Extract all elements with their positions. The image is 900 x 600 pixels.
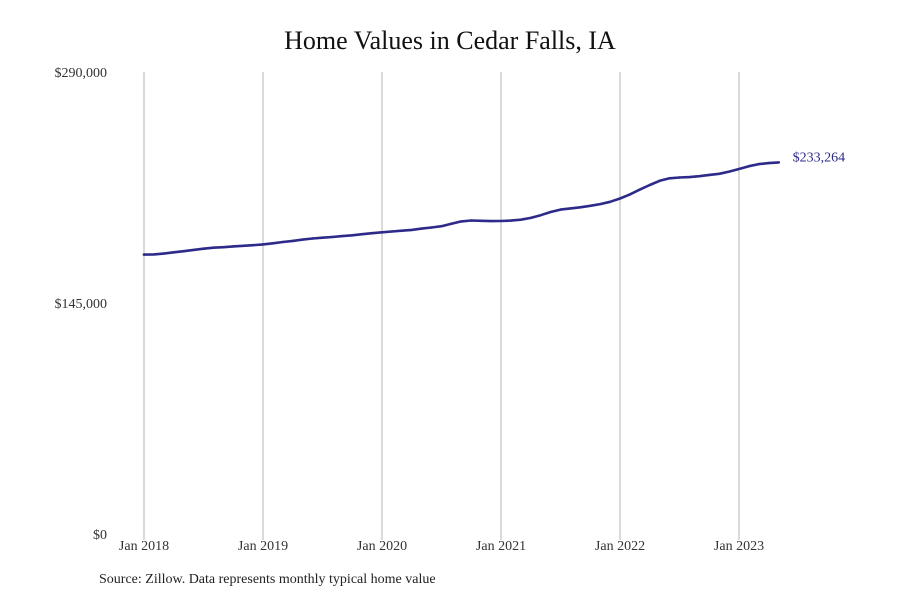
x-tick-label: Jan 2018 — [119, 539, 169, 554]
x-tick-label: Jan 2022 — [595, 539, 645, 554]
data-point — [589, 204, 592, 207]
data-point — [321, 236, 324, 239]
series-line — [142, 161, 780, 256]
data-point — [569, 207, 572, 210]
x-tick-label: Jan 2021 — [476, 539, 526, 554]
data-point — [559, 208, 562, 211]
data-point — [142, 253, 146, 256]
end-value-label-group: $233,264 — [793, 150, 846, 165]
data-point — [499, 219, 503, 223]
data-point — [599, 202, 602, 206]
data-point — [281, 240, 284, 244]
data-point — [519, 218, 522, 221]
chart-title: Home Values in Cedar Falls, IA — [284, 26, 616, 55]
data-point — [708, 173, 711, 177]
data-point — [668, 177, 671, 180]
data-point — [232, 245, 235, 248]
x-tick-label: Jan 2020 — [357, 539, 407, 554]
data-point — [400, 229, 403, 232]
data-point — [222, 246, 225, 249]
data-point — [311, 237, 314, 240]
data-point — [251, 244, 255, 247]
y-tick-label: $145,000 — [55, 297, 108, 312]
data-point — [470, 219, 473, 222]
data-point — [509, 219, 513, 222]
data-point — [351, 234, 354, 237]
data-point — [489, 219, 493, 223]
data-point — [737, 167, 741, 171]
data-point — [370, 232, 374, 235]
data-point — [271, 242, 275, 245]
data-point — [608, 200, 612, 203]
data-point — [678, 176, 681, 179]
data-point — [212, 246, 215, 249]
data-point — [291, 239, 294, 243]
data-point — [747, 165, 751, 168]
data-point — [440, 225, 443, 228]
data-point — [202, 247, 205, 250]
x-axis-tick-labels: Jan 2018 Jan 2019 Jan 2020 Jan 2021 Jan 2022… — [119, 539, 764, 554]
data-point — [242, 244, 245, 247]
data-point — [182, 250, 185, 253]
data-point — [638, 188, 641, 191]
end-value-label: $233,264 — [793, 150, 846, 165]
data-point — [361, 233, 364, 236]
data-point — [529, 216, 532, 220]
data-point — [688, 175, 691, 179]
data-point — [331, 235, 334, 239]
data-point — [618, 197, 622, 200]
data-point — [718, 172, 721, 175]
data-point — [658, 179, 661, 182]
data-point — [410, 228, 413, 232]
data-point — [777, 161, 780, 164]
data-point — [460, 220, 463, 223]
data-point — [420, 227, 423, 230]
data-point — [380, 231, 384, 234]
data-point — [390, 230, 394, 233]
x-tick-label: Jan 2023 — [714, 539, 764, 554]
data-point — [301, 238, 304, 241]
data-point — [152, 253, 156, 256]
y-tick-label: $290,000 — [55, 66, 108, 81]
data-point — [341, 234, 344, 238]
data-point — [450, 222, 453, 225]
data-point — [648, 183, 651, 187]
source-note: Source: Zillow. Data represents monthly … — [99, 572, 436, 587]
y-tick-label: $0 — [93, 528, 107, 543]
data-point — [727, 170, 731, 173]
data-point — [698, 175, 701, 178]
x-tick-label: Jan 2019 — [238, 539, 288, 554]
data-point — [767, 161, 770, 165]
data-point — [539, 214, 542, 217]
data-point — [757, 162, 760, 166]
grid-lines — [143, 72, 740, 540]
data-point — [579, 206, 582, 209]
data-point — [261, 243, 265, 246]
data-point — [430, 226, 433, 229]
y-axis-tick-labels: $0 $145,000 $290,000 — [55, 66, 108, 543]
data-points — [142, 161, 780, 256]
data-point — [549, 210, 552, 214]
data-point — [162, 252, 165, 255]
data-point — [192, 248, 195, 252]
data-point — [172, 251, 175, 254]
data-point — [480, 219, 483, 222]
series — [142, 161, 780, 256]
data-point — [628, 193, 632, 196]
